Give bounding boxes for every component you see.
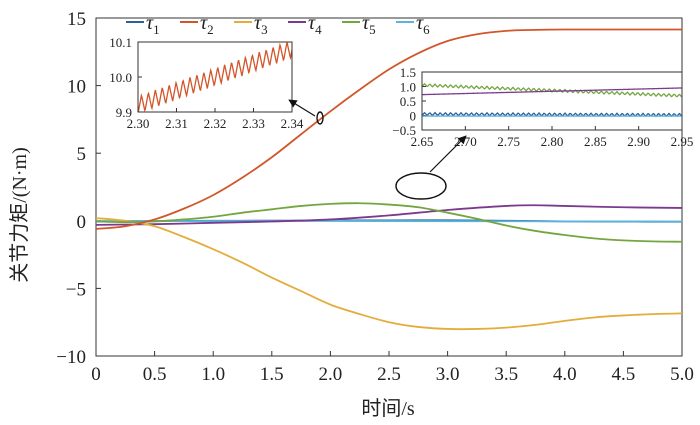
inset-zoom-1-x-tick-label: 2.34 — [281, 116, 304, 131]
x-tick-label: 0 — [91, 364, 101, 385]
x-axis-label: 时间/s — [361, 397, 415, 420]
y-tick-label: −10 — [56, 347, 86, 368]
inset-zoom-1-x-tick-label: 2.31 — [165, 116, 188, 131]
y-tick-label: 15 — [67, 9, 86, 30]
legend-label-3: τ3 — [254, 12, 268, 37]
x-tick-label: 0.5 — [143, 364, 167, 385]
legend-label-5: τ5 — [362, 12, 376, 37]
inset-zoom-2-frame — [421, 71, 683, 131]
x-tick-label: 2.0 — [319, 364, 343, 385]
y-axis-label: 关节力矩/(N·m) — [8, 147, 31, 283]
series-line-4 — [95, 204, 683, 226]
inset-zoom-1-x-tick-label: 2.30 — [127, 116, 150, 131]
x-tick-label: 1.5 — [260, 364, 284, 385]
inset-zoom-2-background — [422, 72, 682, 130]
inset-zoom-2-x-tick-label: 2.65 — [411, 134, 434, 149]
series-line-6 — [95, 220, 683, 223]
legend-label-1: τ1 — [146, 12, 160, 37]
x-tick-label: 4.5 — [612, 364, 636, 385]
inset-zoom-1-x-tick-label: 2.33 — [242, 116, 265, 131]
x-tick-label: 3.0 — [436, 364, 460, 385]
inset-zoom-2-y-tick-label: 1.5 — [400, 65, 416, 80]
inset-zoom-1-y-tick-label: 10.1 — [109, 35, 132, 50]
inset-zoom-1-y-tick-label: 10.0 — [109, 70, 132, 85]
x-tick-label: 1.0 — [201, 364, 225, 385]
inset-zoom-1-frame — [137, 41, 293, 113]
x-tick-label: 4.0 — [553, 364, 577, 385]
y-tick-label: 10 — [67, 77, 86, 98]
inset-zoom-2-series-line — [422, 87, 682, 96]
legend-label-2: τ2 — [200, 12, 214, 37]
inset-zoom-2-x-tick-label: 2.80 — [541, 134, 564, 149]
y-tick-label: 0 — [77, 212, 87, 233]
y-tick-label: −5 — [66, 279, 86, 300]
inset-zoom-2-y-tick-label: −0.5 — [392, 123, 416, 138]
inset-zoom-2-x-tick-label: 2.95 — [671, 134, 694, 149]
x-tick-label: 2.5 — [377, 364, 401, 385]
inset-zoom-2-y-tick-label: 1.0 — [400, 80, 416, 95]
series-line-5 — [95, 202, 683, 243]
series-line-3 — [95, 217, 683, 331]
y-tick-label: 5 — [77, 144, 87, 165]
zoom-marker-ellipse-2 — [395, 172, 447, 200]
inset-zoom-2-y-tick-label: 0.5 — [400, 94, 416, 109]
inset-zoom-2-x-tick-label: 2.85 — [584, 134, 607, 149]
inset-zoom-2-y-tick-label: 0 — [410, 109, 417, 124]
inset-zoom-1-background — [138, 42, 292, 112]
legend-label-6: τ6 — [416, 12, 430, 37]
inset-zoom-2-x-tick-label: 2.75 — [497, 134, 520, 149]
zoom-marker-ellipse-1 — [316, 111, 324, 125]
inset-zoom-1-x-tick-label: 2.32 — [204, 116, 227, 131]
zoom-arrow-2 — [429, 135, 467, 173]
inset-zoom-1-series-line — [138, 42, 292, 112]
series-line-2 — [95, 28, 682, 230]
x-tick-label: 3.5 — [494, 364, 518, 385]
zoom-arrow-1 — [288, 99, 316, 117]
legend-label-4: τ4 — [308, 12, 322, 37]
inset-zoom-2-x-tick-label: 2.90 — [627, 134, 650, 149]
inset-zoom-1-y-tick-label: 9.9 — [116, 105, 132, 120]
x-tick-label: 5.0 — [670, 364, 694, 385]
